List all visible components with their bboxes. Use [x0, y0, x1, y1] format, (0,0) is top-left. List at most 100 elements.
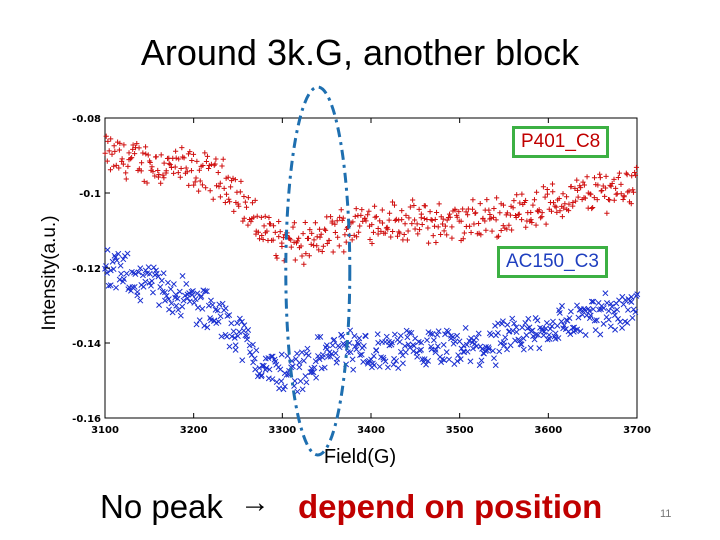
- x-marker: [234, 320, 241, 327]
- x-marker: [303, 379, 310, 386]
- x-marker: [373, 347, 380, 354]
- x-marker: [438, 359, 445, 366]
- x-marker: [160, 270, 167, 277]
- x-marker: [615, 315, 621, 322]
- x-marker: [316, 356, 323, 363]
- x-marker: [546, 335, 553, 342]
- x-marker: [304, 345, 311, 352]
- x-marker: [371, 362, 378, 369]
- plus-marker: [628, 201, 634, 207]
- plus-marker: [213, 183, 220, 189]
- x-marker: [238, 318, 245, 325]
- plus-marker: [353, 206, 359, 212]
- x-marker: [131, 283, 138, 290]
- x-marker: [624, 319, 631, 326]
- x-marker: [179, 303, 186, 310]
- x-marker: [150, 264, 157, 271]
- plus-marker: [615, 174, 621, 181]
- plus-marker: [306, 253, 312, 259]
- x-marker: [513, 329, 520, 336]
- plus-marker: [454, 214, 460, 220]
- plus-marker: [581, 182, 588, 188]
- plus-marker: [371, 203, 378, 209]
- plus-marker: [158, 152, 164, 158]
- x-marker: [219, 300, 226, 307]
- x-marker: [228, 320, 235, 327]
- plus-marker: [130, 142, 136, 148]
- x-marker: [296, 359, 303, 366]
- x-marker: [319, 351, 326, 358]
- legend-ac150: AC150_C3: [497, 246, 608, 278]
- plus-marker: [486, 207, 492, 213]
- plus-marker: [591, 195, 597, 201]
- x-marker: [165, 279, 171, 286]
- plus-marker: [365, 212, 371, 218]
- plus-marker: [550, 199, 557, 206]
- x-marker: [432, 346, 439, 353]
- plus-marker: [531, 197, 538, 203]
- plus-marker: [363, 218, 369, 224]
- plus-marker: [291, 239, 297, 245]
- plus-marker: [565, 207, 572, 214]
- x-marker: [278, 378, 285, 385]
- x-marker: [590, 306, 597, 313]
- plus-marker: [377, 218, 383, 224]
- x-marker: [200, 287, 207, 294]
- x-marker: [186, 298, 193, 305]
- plus-marker: [298, 243, 304, 249]
- x-marker: [250, 359, 257, 366]
- plus-marker: [528, 209, 534, 216]
- plus-marker: [621, 194, 627, 200]
- plus-marker: [556, 195, 562, 202]
- plus-marker: [161, 175, 167, 181]
- plus-marker: [414, 221, 420, 227]
- plus-marker: [487, 211, 493, 218]
- plus-marker: [404, 237, 411, 243]
- x-marker: [485, 346, 492, 352]
- plus-marker: [188, 168, 195, 174]
- x-marker: [421, 356, 428, 363]
- x-marker: [214, 307, 221, 314]
- x-marker: [619, 324, 626, 331]
- x-marker: [124, 250, 131, 257]
- plus-marker: [597, 171, 603, 177]
- plus-marker: [604, 210, 610, 216]
- plus-marker: [582, 195, 588, 201]
- y-axis-label: Intensity(a.u.): [39, 215, 60, 331]
- plus-marker: [223, 191, 230, 197]
- plus-marker: [330, 249, 336, 255]
- plus-marker: [276, 218, 282, 225]
- axis-ticks: 3100 3200 3300 3400 3500 3600 3700 -0.08 -0.1 -0.…: [72, 114, 651, 436]
- plus-marker: [194, 158, 200, 164]
- x-marker: [241, 322, 248, 329]
- plus-marker: [193, 175, 199, 181]
- plus-marker: [332, 229, 338, 236]
- plus-marker: [316, 226, 323, 232]
- plus-marker: [116, 165, 122, 171]
- plus-marker: [106, 148, 112, 154]
- x-marker: [485, 344, 492, 351]
- plus-marker: [261, 223, 267, 229]
- plus-marker: [609, 180, 615, 187]
- plus-marker: [509, 227, 515, 233]
- plus-marker: [266, 214, 272, 221]
- x-marker: [479, 345, 486, 352]
- x-marker: [357, 352, 364, 359]
- plus-marker: [543, 221, 549, 227]
- plus-marker: [618, 181, 624, 187]
- plus-marker: [145, 152, 151, 158]
- plus-marker: [117, 140, 123, 147]
- x-marker: [170, 281, 177, 288]
- x-marker: [167, 286, 174, 293]
- plus-marker: [149, 164, 155, 170]
- plus-marker: [177, 174, 183, 180]
- y-tick-label: -0.16: [72, 414, 101, 425]
- x-marker: [558, 318, 565, 325]
- plus-marker: [152, 173, 158, 179]
- x-marker: [162, 289, 168, 296]
- no-peak-text: No peak: [100, 488, 223, 525]
- legend-p401: P401_C8: [512, 126, 610, 158]
- x-marker: [324, 346, 331, 353]
- plus-marker: [288, 244, 294, 250]
- x-marker: [236, 328, 243, 335]
